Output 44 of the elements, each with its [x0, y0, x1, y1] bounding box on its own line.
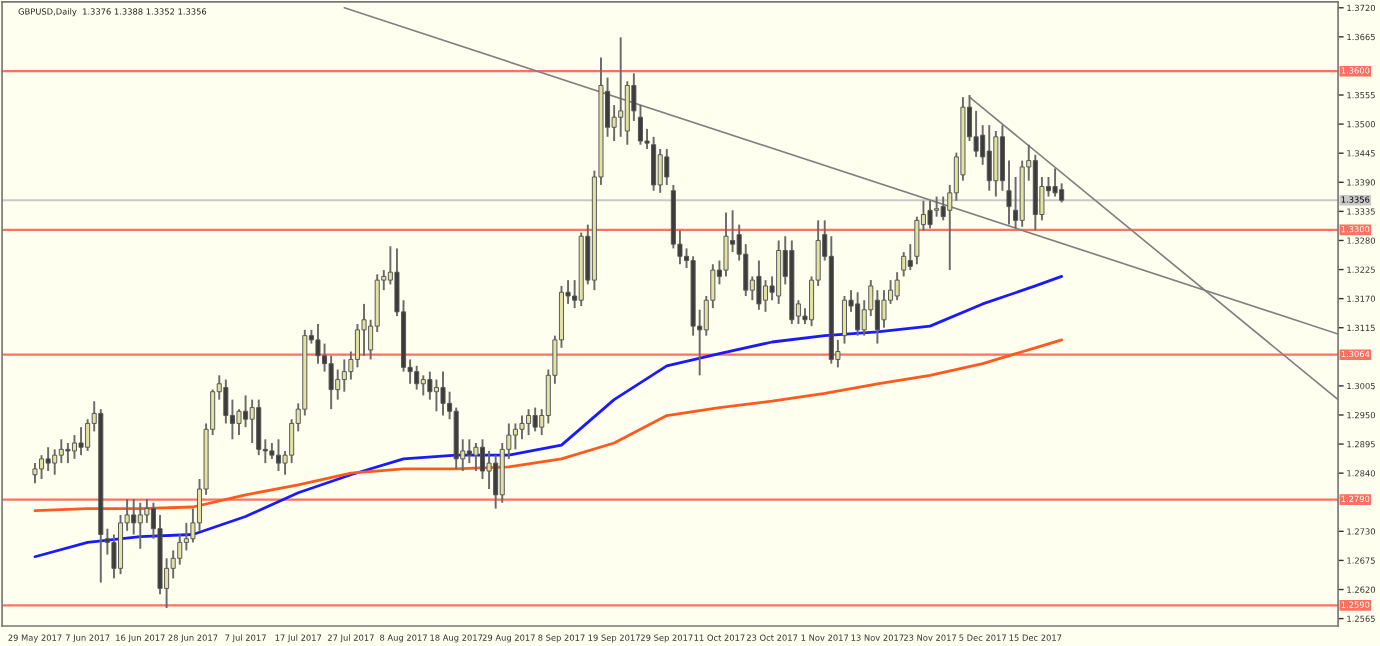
candlestick [664, 147, 670, 186]
candlestick [256, 398, 262, 457]
candlestick [519, 414, 525, 441]
candlestick [39, 454, 45, 480]
candlestick [137, 501, 143, 550]
line-series [33, 275, 1064, 559]
candlestick [433, 378, 439, 413]
candlestick [45, 446, 51, 473]
candlestick [776, 239, 782, 305]
line-series [33, 338, 1064, 513]
candlestick [901, 251, 907, 278]
candlestick [420, 374, 426, 397]
candlestick [243, 394, 249, 429]
candlestick [249, 398, 255, 444]
candlestick [71, 434, 77, 460]
candlestick [466, 438, 472, 465]
candlestick [32, 462, 38, 485]
candlestick [493, 454, 499, 510]
candlestick [532, 406, 538, 433]
candlestick [315, 323, 321, 365]
candlestick [486, 449, 492, 490]
candlestick [894, 271, 900, 302]
candlestick [512, 422, 518, 451]
candlestick [841, 295, 847, 345]
candlestick [65, 442, 71, 465]
candlestick [993, 130, 999, 198]
candlestick [526, 408, 532, 437]
candlestick [473, 442, 479, 473]
candlestick [78, 426, 84, 457]
candlestick [440, 370, 446, 417]
candlestick [1052, 167, 1058, 198]
candlestick [618, 36, 624, 138]
candlestick [651, 135, 657, 192]
candlestick [414, 364, 420, 391]
candlestick [756, 259, 762, 311]
candlestick [927, 199, 933, 230]
candlestick [341, 358, 347, 393]
candlestick [986, 124, 992, 192]
candlestick [657, 147, 663, 194]
candlestick [855, 291, 861, 337]
candlestick [131, 498, 137, 536]
candlestick [275, 438, 282, 473]
candlestick [762, 279, 769, 313]
candlestick [723, 211, 729, 278]
